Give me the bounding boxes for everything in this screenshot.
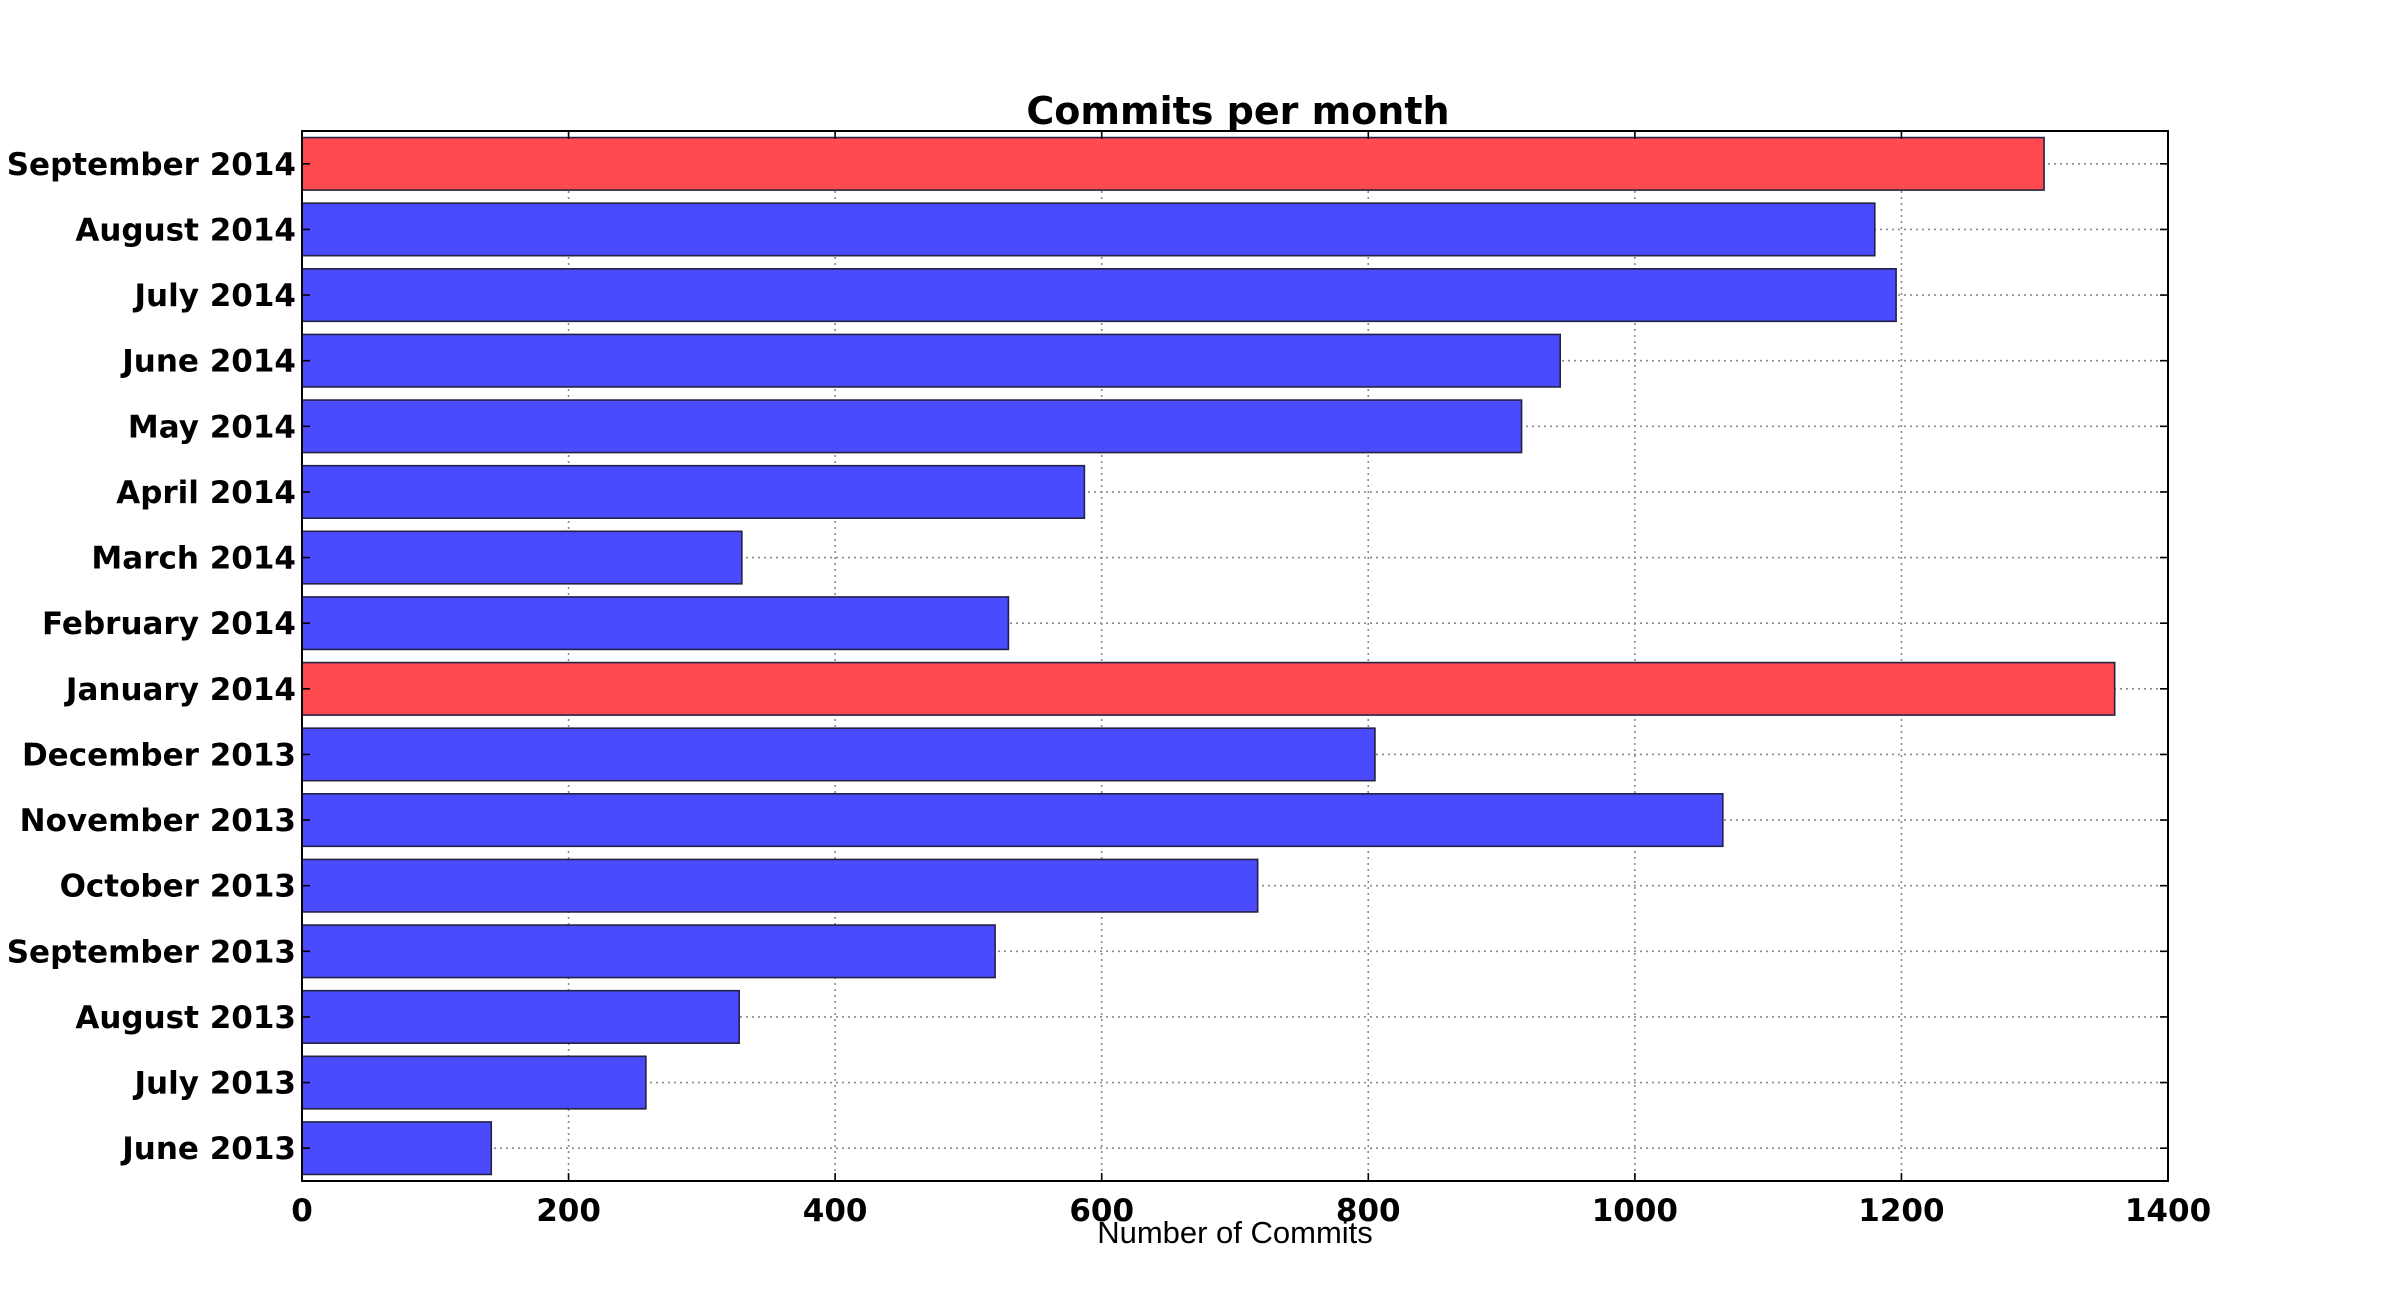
category-label: November 2013 [20, 803, 296, 839]
category-label: August 2014 [75, 212, 296, 248]
category-label: September 2013 [7, 934, 296, 970]
category-label: June 2013 [120, 1131, 296, 1167]
category-label: December 2013 [22, 737, 296, 773]
bar [301, 530, 743, 585]
category-label: October 2013 [60, 869, 296, 905]
bar [301, 596, 1010, 651]
bar [301, 989, 740, 1044]
category-label: July 2013 [132, 1066, 296, 1102]
x-tick-label: 400 [803, 1193, 868, 1229]
plot-area-frame [301, 130, 2169, 1182]
bar [301, 1055, 647, 1110]
category-label: April 2014 [116, 475, 296, 511]
x-tick-label: 200 [536, 1193, 601, 1229]
category-label: August 2013 [75, 1000, 296, 1036]
category-label: March 2014 [91, 541, 296, 577]
x-tick-label: 1000 [1592, 1193, 1678, 1229]
chart-title: Commits per month [1026, 89, 1449, 133]
bar [301, 793, 1724, 848]
category-label: February 2014 [42, 606, 296, 642]
x-tick-label: 0 [291, 1193, 313, 1229]
x-tick-label: 1400 [2125, 1193, 2211, 1229]
x-tick-labels: 0 200 400 600 800 1000 1200 1400 [291, 1193, 2211, 1229]
highlighted-bar [301, 661, 2116, 716]
bar [301, 399, 1523, 454]
highlighted-bar [301, 136, 2045, 191]
x-tick-label: 800 [1336, 1193, 1401, 1229]
category-label: May 2014 [128, 409, 296, 445]
category-labels: September 2014 August 2014 July 2014 June 2… [7, 147, 296, 1167]
bars [301, 136, 2116, 1176]
bar [301, 858, 1259, 913]
category-label: June 2014 [120, 344, 296, 380]
bar [301, 268, 1897, 323]
bar [301, 333, 1562, 388]
bar [301, 924, 996, 979]
category-label: January 2014 [64, 672, 296, 708]
bar [301, 202, 1876, 257]
x-tick-label: 1200 [1858, 1193, 1944, 1229]
x-tick-label: 600 [1069, 1193, 1134, 1229]
bar [301, 727, 1376, 782]
bar [301, 464, 1086, 519]
category-label: July 2014 [132, 278, 296, 314]
bar [301, 1121, 493, 1176]
x-axis-label: Number of Commits [1097, 1215, 1373, 1250]
category-label: September 2014 [7, 147, 296, 183]
